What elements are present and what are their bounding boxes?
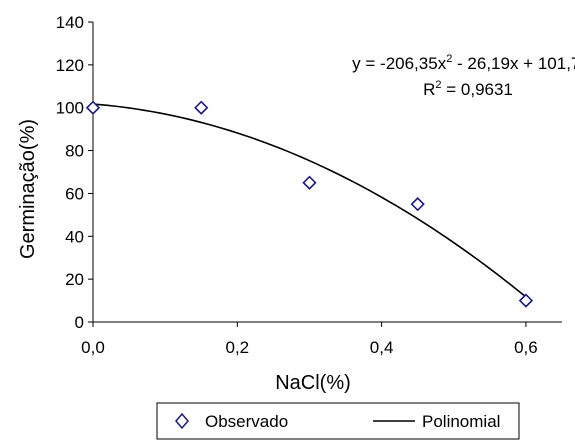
legend-label-polinomial: Polinomial (422, 412, 500, 431)
data-point-observado (194, 100, 209, 115)
polynomial-fit-line (92, 103, 527, 298)
x-tick-label: 0,0 (81, 338, 105, 357)
data-point-observado (410, 197, 425, 212)
legend: Observado Polinomial (156, 402, 520, 440)
y-tick-label: 100 (56, 99, 84, 118)
data-point-observado (302, 175, 317, 190)
data-point-observado (518, 293, 534, 308)
y-tick-label: 80 (65, 142, 84, 161)
x-axis-label: NaCl(%) (275, 372, 351, 394)
y-tick-label: 0 (75, 313, 84, 332)
equation-annotation: y = -206,35x2 - 26,19x + 101,71 (352, 53, 575, 73)
legend-box (156, 402, 520, 440)
r-squared-annotation: R2 = 0,9631 (423, 79, 513, 99)
legend-label-observado: Observado (205, 412, 288, 431)
y-tick-label: 40 (65, 227, 84, 246)
y-tick-label: 120 (56, 56, 84, 75)
y-tick-label: 20 (65, 270, 84, 289)
observed-points (85, 100, 534, 308)
legend-marker-observado (175, 412, 189, 430)
y-axis-label: Germinação(%) (17, 119, 39, 259)
y-tick-label: 140 (56, 13, 84, 32)
x-axis-ticks: 0,0 0,2 0,4 0,6 (81, 322, 538, 357)
x-tick-label: 0,2 (225, 338, 249, 357)
y-tick-label: 60 (65, 184, 84, 203)
x-tick-label: 0,4 (370, 338, 394, 357)
data-point-observado (85, 100, 101, 115)
y-axis-ticks: 0 20 40 60 80 100 120 140 (56, 13, 93, 332)
x-tick-label: 0,6 (514, 338, 538, 357)
